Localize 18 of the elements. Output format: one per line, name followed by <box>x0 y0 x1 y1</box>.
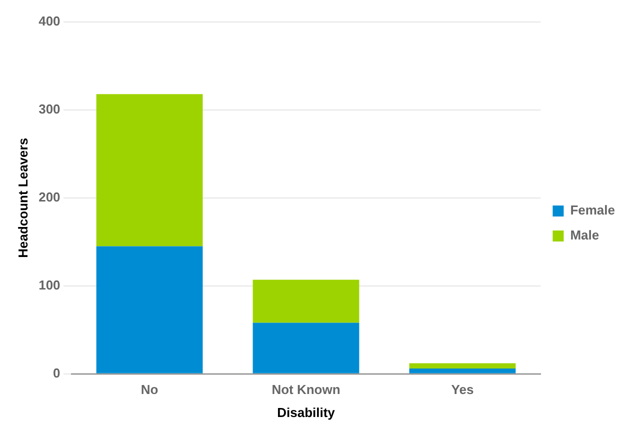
y-tick-label: 300 <box>38 102 60 117</box>
x-tick-label: Not Known <box>272 382 340 398</box>
legend-label: Male <box>570 228 600 243</box>
bar <box>96 246 203 374</box>
bar <box>252 280 360 323</box>
x-tick-label: No <box>140 382 158 398</box>
bar <box>252 322 360 374</box>
bar <box>409 363 516 369</box>
legend-label: Female <box>570 202 616 218</box>
y-tick-label: 100 <box>38 277 60 292</box>
bar <box>96 94 203 246</box>
x-axis-title: Disability <box>277 404 336 420</box>
y-axis-title: Headcount Leavers <box>15 138 30 258</box>
y-tick-label: 0 <box>53 365 60 380</box>
y-tick-label: 200 <box>38 189 60 204</box>
x-tick-label: Yes <box>451 382 474 398</box>
y-tick-label: 400 <box>38 14 60 29</box>
bar <box>409 368 516 374</box>
